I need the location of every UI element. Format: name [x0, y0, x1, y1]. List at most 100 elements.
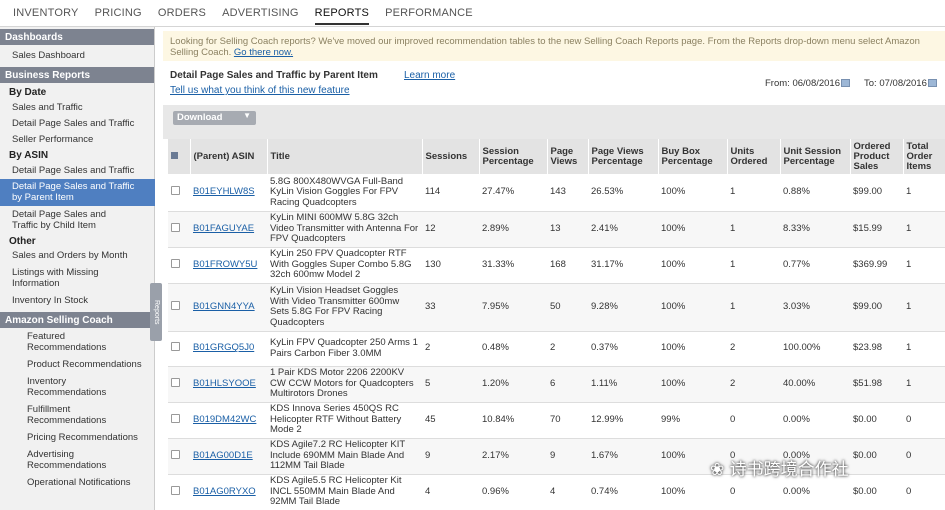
sessions-cell: 114	[422, 174, 479, 212]
col-header-page-views[interactable]: Page Views	[547, 139, 589, 174]
watermark-logo: ❀ 诗书跨境合作社	[710, 460, 849, 480]
col-header-ordered-sales[interactable]: Ordered Product Sales	[850, 139, 904, 174]
sidebar-item-detail-by-parent[interactable]: Detail Page Sales and Traffic by Parent …	[0, 179, 155, 206]
nav-reports[interactable]: REPORTS	[314, 7, 370, 25]
sidebar-item-sales-orders-month[interactable]: Sales and Orders by Month	[12, 250, 128, 261]
units-ordered-cell: 0	[727, 438, 780, 475]
asin-link[interactable]: B01EYHLW8S	[193, 186, 255, 197]
col-header-session-pct[interactable]: Session Percentage	[479, 139, 548, 174]
table-row: B019DM42WC KDS Innova Series 450QS RC Hel…	[168, 402, 945, 439]
sidebar-item-detail-by-child[interactable]: Detail Page Sales and Traffic by Child I…	[12, 209, 107, 231]
asin-link[interactable]: B01HLSYOOE	[193, 377, 256, 389]
sessions-cell: 130	[422, 247, 479, 284]
sidebar-item-fulfillment-recs[interactable]: Fulfillment Recommendations	[27, 404, 107, 426]
unit-session-pct-cell: 0.77%	[780, 247, 850, 284]
asin-link[interactable]: B01FROWY5U	[193, 258, 258, 270]
nav-pricing[interactable]: PRICING	[94, 7, 142, 19]
title-cell: 5.8G 800X480WVGA Full-Band KyLin Vision …	[267, 174, 422, 212]
page-views-pct-cell: 12.99%	[588, 402, 658, 439]
sidebar-item-pricing-recs[interactable]: Pricing Recommendations	[27, 432, 138, 443]
buy-box-cell: 99%	[658, 402, 727, 439]
sidebar-item-featured-recs[interactable]: Featured Recommendations	[27, 331, 107, 353]
to-label: To:	[864, 78, 877, 89]
total-order-items-cell: 1	[903, 247, 945, 284]
sidebar-item-detail-page-sales-traffic-date[interactable]: Detail Page Sales and Traffic	[12, 118, 135, 129]
sidebar-group-other: Other	[9, 236, 36, 247]
calendar-icon[interactable]	[841, 79, 850, 88]
row-checkbox[interactable]	[171, 258, 180, 268]
sidebar-item-inventory-recs[interactable]: Inventory Recommendations	[27, 376, 107, 398]
table-row: B01AG0RYXO KDS Agile5.5 RC Helicopter Kit…	[168, 474, 945, 510]
total-order-items-cell: 1	[903, 331, 945, 367]
col-header-total-order-items[interactable]: Total Order Items	[903, 139, 945, 174]
asin-link[interactable]: B01AG0RYXO	[193, 485, 256, 497]
row-checkbox[interactable]	[171, 449, 180, 459]
chevron-down-icon: ▼	[243, 111, 251, 120]
sidebar-item-product-recs[interactable]: Product Recommendations	[27, 359, 142, 370]
unit-session-pct-cell: 0.00%	[780, 474, 850, 510]
col-header-buy-box-pct[interactable]: Buy Box Percentage	[658, 139, 728, 174]
page-views-cell: 50	[547, 283, 588, 332]
nav-advertising[interactable]: ADVERTISING	[222, 7, 299, 19]
col-header-unit-session-pct[interactable]: Unit Session Percentage	[780, 139, 851, 174]
sidebar-collapse-handle[interactable]: Reports	[150, 283, 162, 341]
asin-link[interactable]: B01GRGQ5J0	[193, 342, 255, 354]
title-cell: KyLin MINI 600MW 5.8G 32ch Video Transmi…	[267, 211, 422, 248]
sidebar-item-detail-page-sales-traffic-asin[interactable]: Detail Page Sales and Traffic	[12, 165, 135, 176]
total-order-items-cell: 0	[903, 474, 945, 510]
banner-link[interactable]: Go there now.	[233, 47, 294, 58]
page-views-pct-cell: 1.11%	[588, 366, 658, 403]
asin-cell: B01GNN4YYA	[190, 283, 267, 332]
row-select-cell	[168, 474, 190, 510]
asin-link[interactable]: B01AG00D1E	[193, 449, 253, 461]
session-pct-cell: 0.48%	[479, 331, 547, 367]
download-button[interactable]: Download ▼	[173, 111, 256, 125]
sidebar-item-advertising-recs[interactable]: Advertising Recommendations	[27, 449, 107, 471]
session-pct-cell: 31.33%	[479, 247, 547, 284]
nav-inventory[interactable]: INVENTORY	[13, 7, 79, 19]
buy-box-cell: 100%	[658, 474, 727, 510]
main-content: Looking for Selling Coach reports? We've…	[163, 27, 945, 510]
asin-link[interactable]: B019DM42WC	[193, 413, 257, 425]
row-checkbox[interactable]	[171, 342, 180, 352]
session-pct-cell: 2.89%	[479, 211, 547, 248]
learn-more-link[interactable]: Learn more	[404, 70, 456, 81]
calendar-icon[interactable]	[927, 79, 937, 88]
buy-box-cell: 100%	[658, 366, 727, 403]
row-checkbox[interactable]	[171, 300, 180, 310]
row-checkbox[interactable]	[171, 377, 180, 387]
nav-performance[interactable]: PERFORMANCE	[385, 7, 473, 19]
sessions-cell: 33	[422, 283, 479, 332]
asin-cell: B01HLSYOOE	[190, 366, 267, 403]
sidebar-item-seller-performance[interactable]: Seller Performance	[12, 134, 94, 145]
col-header-sessions[interactable]: Sessions	[422, 139, 480, 174]
asin-link[interactable]: B01GNN4YYA	[193, 300, 255, 312]
page-views-pct-cell: 9.28%	[588, 283, 658, 332]
to-date-input[interactable]: 07/08/2016	[879, 78, 927, 89]
page-views-cell: 2	[547, 331, 588, 367]
col-header-asin[interactable]: (Parent) ASIN	[190, 139, 268, 174]
asin-link[interactable]: B01FAGUYAE	[193, 222, 255, 234]
title-cell: KyLin 250 FPV Quadcopter RTF With Goggle…	[267, 247, 422, 284]
row-checkbox[interactable]	[171, 186, 180, 195]
col-header-page-views-pct[interactable]: Page Views Percentage	[588, 139, 659, 174]
table-row: B01FROWY5U KyLin 250 FPV Quadcopter RTF W…	[168, 247, 945, 284]
sidebar-item-listings-missing-info[interactable]: Listings with Missing Information	[12, 267, 99, 289]
select-all-header[interactable]	[168, 139, 191, 174]
sidebar-item-sales-traffic[interactable]: Sales and Traffic	[12, 102, 83, 113]
feedback-link[interactable]: Tell us what you think of this new featu…	[170, 85, 350, 96]
from-date-input[interactable]: 06/08/2016	[792, 78, 840, 89]
select-all-icon[interactable]	[171, 151, 178, 159]
col-header-title[interactable]: Title	[267, 139, 423, 174]
unit-session-pct-cell: 40.00%	[780, 366, 850, 403]
row-checkbox[interactable]	[171, 222, 180, 232]
date-from: From: 06/08/2016	[765, 78, 850, 89]
page-views-cell: 70	[547, 402, 588, 439]
row-checkbox[interactable]	[171, 413, 180, 423]
row-checkbox[interactable]	[171, 485, 180, 495]
sidebar-item-inventory-in-stock[interactable]: Inventory In Stock	[12, 295, 89, 306]
sidebar-item-sales-dashboard[interactable]: Sales Dashboard	[12, 50, 85, 61]
col-header-units-ordered[interactable]: Units Ordered	[727, 139, 781, 174]
sidebar-item-operational-notifications[interactable]: Operational Notifications	[27, 477, 131, 488]
nav-orders[interactable]: ORDERS	[157, 7, 207, 19]
